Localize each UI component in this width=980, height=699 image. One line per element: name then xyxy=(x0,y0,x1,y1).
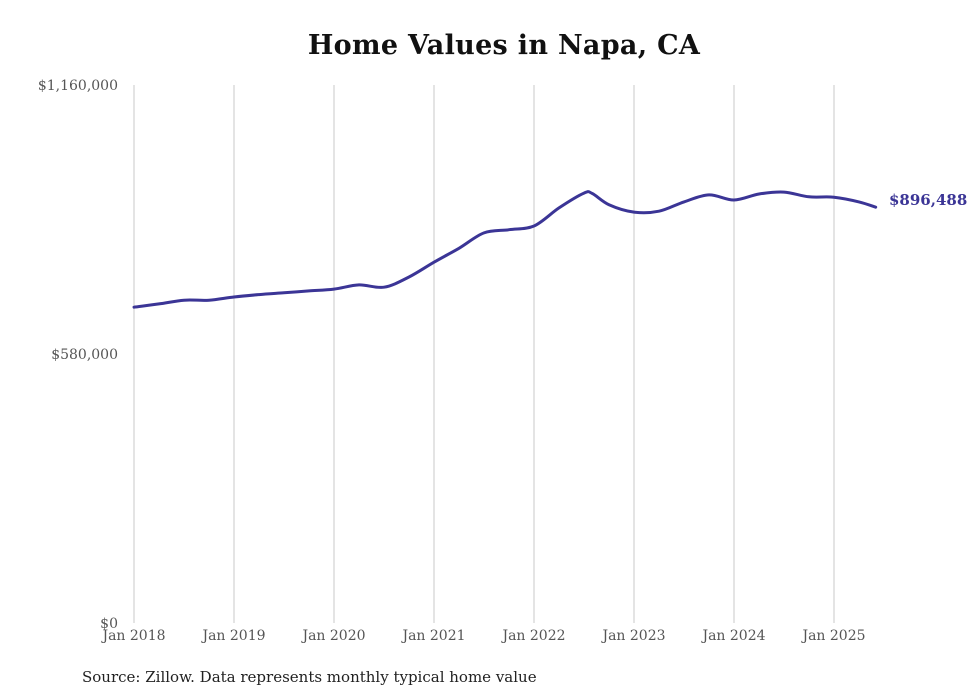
source-note: Source: Zillow. Data represents monthly … xyxy=(82,668,537,686)
x-tick-label: Jan 2019 xyxy=(200,628,265,644)
end-value-label: $896,488 xyxy=(889,191,967,209)
x-tick-label: Jan 2018 xyxy=(100,628,165,644)
x-axis-ticks: Jan 2018 Jan 2019 Jan 2020 Jan 2021 Jan 2022… xyxy=(100,628,865,644)
gridlines xyxy=(133,85,835,623)
y-tick-label: $580,000 xyxy=(51,347,118,363)
y-tick-label: $1,160,000 xyxy=(38,78,118,94)
x-tick-label: Jan 2022 xyxy=(500,628,565,644)
series-line xyxy=(132,190,878,309)
x-tick-label: Jan 2024 xyxy=(700,628,765,644)
x-tick-label: Jan 2025 xyxy=(800,628,865,644)
series-lines xyxy=(132,190,878,309)
chart-title: Home Values in Napa, CA xyxy=(307,30,701,61)
y-tick-label: $0 xyxy=(100,616,118,632)
x-tick-label: Jan 2021 xyxy=(400,628,465,644)
x-tick-label: Jan 2020 xyxy=(300,628,365,644)
x-tick-label: Jan 2023 xyxy=(600,628,665,644)
y-axis-ticks: $0 $580,000 $1,160,000 xyxy=(38,78,118,632)
